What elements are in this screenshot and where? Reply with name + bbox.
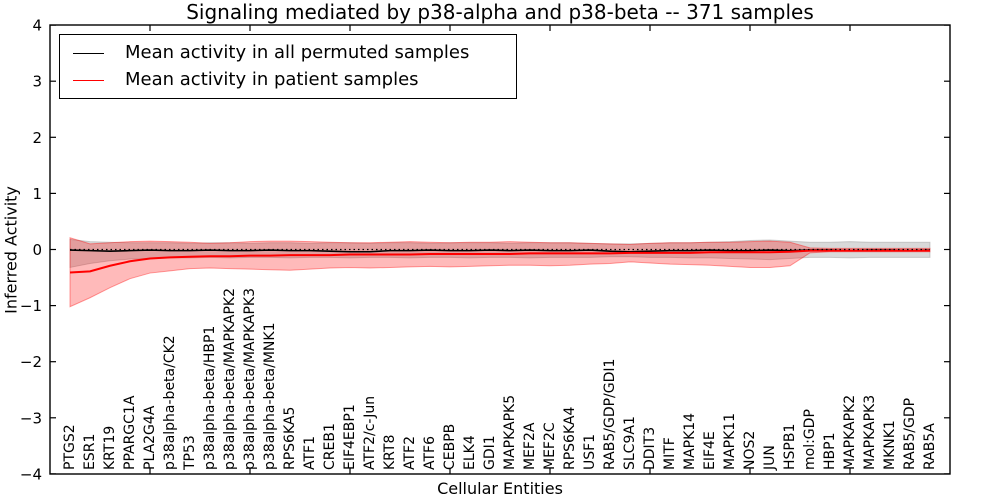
entity-label: p38alpha-beta/MNK1 xyxy=(262,323,278,471)
entity-label: RAB5A xyxy=(922,423,938,470)
entity-label: MEF2C xyxy=(542,422,558,470)
entity-label: GDI1 xyxy=(482,435,498,470)
legend-line-permuted-icon xyxy=(73,52,104,54)
y-tick-label: −1 xyxy=(20,297,42,315)
entity-label: ELK4 xyxy=(462,435,478,470)
entity-label: PPARGC1A xyxy=(122,395,138,470)
entity-label: HBP1 xyxy=(822,433,838,470)
entity-label: MITF xyxy=(662,437,678,470)
legend-label-permuted: Mean activity in all permuted samples xyxy=(125,42,470,63)
entity-label: NOS2 xyxy=(742,431,758,470)
entity-label: EIF4E xyxy=(702,431,718,470)
entity-label: p38alpha-beta/HBP1 xyxy=(202,326,218,470)
y-tick-label: 4 xyxy=(32,17,42,35)
entity-label: PTGS2 xyxy=(62,424,78,470)
y-tick-label: −2 xyxy=(20,353,42,371)
entity-label: p38alpha-beta/MAPKAPK3 xyxy=(242,288,258,470)
entity-label: KRT8 xyxy=(382,435,398,470)
entity-label: ATF1 xyxy=(302,436,318,470)
entity-label: EIF4EBP1 xyxy=(342,404,358,470)
y-tick-label: 3 xyxy=(32,73,42,91)
y-tick-label: −3 xyxy=(20,409,42,427)
entity-label: p38alpha-beta/CK2 xyxy=(162,335,178,470)
entity-label: TP53 xyxy=(182,435,198,471)
entity-label: MAPKAPK5 xyxy=(502,395,518,470)
legend-line-patient-icon xyxy=(73,79,104,81)
entity-label: RPS6KA4 xyxy=(562,407,578,470)
entity-label: MAPK11 xyxy=(722,413,738,470)
legend: Mean activity in all permuted samples Me… xyxy=(59,34,517,99)
entity-label: DDIT3 xyxy=(642,427,658,470)
entity-label: CEBPB xyxy=(442,424,458,470)
entity-label: RAB5/GDP xyxy=(902,398,918,470)
entity-label: MAPK14 xyxy=(682,413,698,470)
y-tick-label: 1 xyxy=(32,185,42,203)
entity-label: p38alpha-beta/MAPKAPK2 xyxy=(222,288,238,470)
line-permuted-mean xyxy=(69,249,931,253)
entity-label: USF1 xyxy=(582,434,598,470)
entity-label: ATF2/c-Jun xyxy=(362,396,378,470)
entity-label: CREB1 xyxy=(322,423,338,470)
y-tick-label: 0 xyxy=(32,241,42,259)
entity-label: JUN xyxy=(762,445,778,471)
x-axis-label: Cellular Entities xyxy=(437,479,563,498)
entity-label: mol:GDP xyxy=(802,409,818,470)
entity-label: RAB5/GDP/GDI1 xyxy=(602,359,618,470)
entity-label: ESR1 xyxy=(82,434,98,470)
entity-label: ATF2 xyxy=(402,436,418,470)
entity-label: RPS6KA5 xyxy=(282,407,298,470)
chart-title: Signaling mediated by p38-alpha and p38-… xyxy=(186,0,814,24)
y-tick-label: −4 xyxy=(20,465,42,483)
legend-label-patient: Mean activity in patient samples xyxy=(125,69,419,90)
line-patient-mean xyxy=(69,249,930,274)
entity-label: ATF6 xyxy=(422,436,438,470)
y-tick-label: 2 xyxy=(32,129,42,147)
entity-label: KRT19 xyxy=(102,426,118,470)
legend-item-patient: Mean activity in patient samples xyxy=(73,68,510,92)
entity-label: MAPKAPK3 xyxy=(862,395,878,470)
entity-label: HSPB1 xyxy=(782,424,798,470)
entity-label: MKNK1 xyxy=(882,420,898,470)
entity-label: PLA2G4A xyxy=(142,405,158,470)
entity-label: SLC9A1 xyxy=(622,416,638,470)
entity-label: MEF2A xyxy=(522,422,538,470)
entity-label: MAPKAPK2 xyxy=(842,395,858,470)
band-patient-band xyxy=(69,237,931,308)
legend-item-permuted: Mean activity in all permuted samples xyxy=(73,41,510,65)
